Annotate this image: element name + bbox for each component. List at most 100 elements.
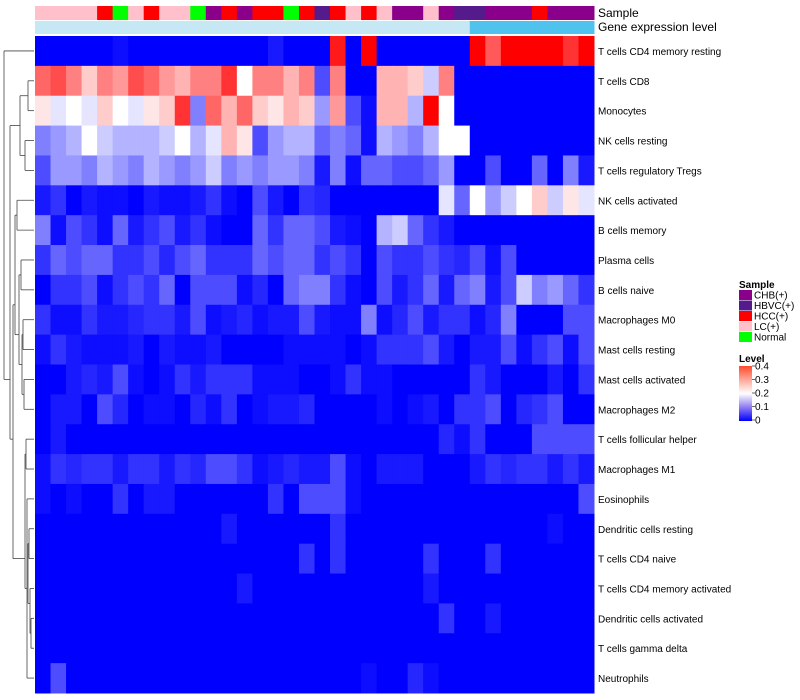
heatmap-cell: [236, 603, 253, 634]
heatmap-cell: [438, 513, 455, 545]
heatmap-cell: [423, 483, 440, 515]
row-label: T cells CD4 memory resting: [598, 47, 721, 58]
expression-annotation-cell: [159, 21, 176, 34]
heatmap-cell: [283, 304, 300, 336]
heatmap-cell: [190, 483, 207, 515]
heatmap-cell: [407, 364, 424, 395]
heatmap-cell: [267, 185, 284, 216]
heatmap-cell: [190, 125, 207, 156]
heatmap-cell: [531, 334, 548, 365]
heatmap-cell: [469, 245, 486, 276]
heatmap-cell: [298, 663, 315, 694]
heatmap-cell: [221, 185, 238, 216]
heatmap-cell: [236, 573, 253, 604]
heatmap-cell: [81, 424, 98, 455]
heatmap-cell: [267, 633, 284, 664]
heatmap-cell: [361, 95, 378, 127]
heatmap-cell: [267, 334, 284, 365]
heatmap-cell: [174, 513, 191, 545]
heatmap-cell: [205, 125, 222, 156]
heatmap-cell: [345, 364, 362, 395]
heatmap-cell: [423, 513, 440, 545]
heatmap-cell: [454, 65, 471, 97]
heatmap-cell: [97, 424, 114, 455]
heatmap-cell: [35, 573, 52, 604]
heatmap-cell: [267, 424, 284, 455]
heatmap-cell: [81, 543, 98, 575]
heatmap-cell: [314, 364, 331, 395]
heatmap-cell: [562, 245, 579, 276]
heatmap-cell: [578, 483, 595, 515]
heatmap-cell: [81, 125, 98, 156]
heatmap-cell: [143, 364, 160, 395]
heatmap-cell: [578, 125, 595, 156]
heatmap-cell: [423, 95, 440, 127]
heatmap-cell: [205, 215, 222, 246]
heatmap-cell: [267, 36, 284, 67]
heatmap-cell: [376, 155, 393, 186]
heatmap-cell: [314, 185, 331, 216]
sample-legend-swatch: [739, 332, 752, 342]
heatmap-cell: [50, 543, 67, 575]
expression-track-label: Gene expression level: [598, 20, 717, 34]
heatmap-cell: [407, 95, 424, 127]
row-label: Macrophages M0: [598, 316, 676, 327]
heatmap-cell: [174, 65, 191, 97]
heatmap-cell: [112, 155, 129, 186]
heatmap-cell: [376, 245, 393, 276]
heatmap-cell: [112, 334, 129, 365]
heatmap-cell: [361, 215, 378, 246]
expression-annotation-cell: [143, 21, 160, 34]
heatmap-cell: [267, 215, 284, 246]
heatmap-cell: [423, 245, 440, 276]
heatmap-cell: [283, 633, 300, 664]
heatmap-cell: [454, 454, 471, 485]
heatmap-cell: [376, 36, 393, 67]
heatmap-cell: [66, 245, 83, 276]
heatmap-cell: [35, 633, 52, 664]
heatmap-cell: [35, 364, 52, 395]
heatmap-cell: [97, 663, 114, 694]
heatmap-cell: [159, 454, 176, 485]
heatmap-cell: [392, 36, 409, 67]
heatmap-cell: [423, 334, 440, 365]
heatmap-cell: [205, 274, 222, 306]
heatmap-cell: [81, 215, 98, 246]
heatmap-cell: [330, 663, 347, 694]
heatmap-cell: [252, 215, 269, 246]
heatmap-cell: [376, 513, 393, 545]
heatmap-cell: [531, 603, 548, 634]
heatmap-cell: [159, 304, 176, 336]
heatmap-cell: [267, 603, 284, 634]
row-label: T cells CD4 memory activated: [598, 584, 731, 595]
heatmap-cell: [252, 185, 269, 216]
heatmap-cell: [516, 454, 533, 485]
expression-annotation-cell: [438, 21, 455, 34]
heatmap-cell: [50, 155, 67, 186]
heatmap-cell: [174, 95, 191, 127]
heatmap-cell: [283, 274, 300, 306]
heatmap-cell: [454, 185, 471, 216]
heatmap-cell: [314, 155, 331, 186]
heatmap-cell: [267, 125, 284, 156]
heatmap-cell: [50, 65, 67, 97]
heatmap-cell: [516, 65, 533, 97]
heatmap-cell: [361, 424, 378, 455]
heatmap-cell: [438, 543, 455, 575]
heatmap-cell: [547, 633, 564, 664]
heatmap-cell: [392, 245, 409, 276]
expression-annotation-cell: [423, 21, 440, 34]
heatmap-cell: [345, 155, 362, 186]
row-label: NK cells activated: [598, 196, 677, 207]
row-label: B cells naive: [598, 286, 655, 297]
heatmap-cell: [128, 155, 145, 186]
heatmap-cell: [205, 633, 222, 664]
heatmap-cell: [267, 394, 284, 425]
heatmap-cell: [469, 36, 486, 67]
sample-annotation-cell: [531, 6, 548, 20]
sample-annotation-cell: [345, 6, 362, 20]
heatmap-cell: [345, 543, 362, 575]
heatmap-cell: [547, 304, 564, 336]
row-label: Dendritic cells resting: [598, 525, 693, 536]
heatmap-cell: [485, 304, 502, 336]
